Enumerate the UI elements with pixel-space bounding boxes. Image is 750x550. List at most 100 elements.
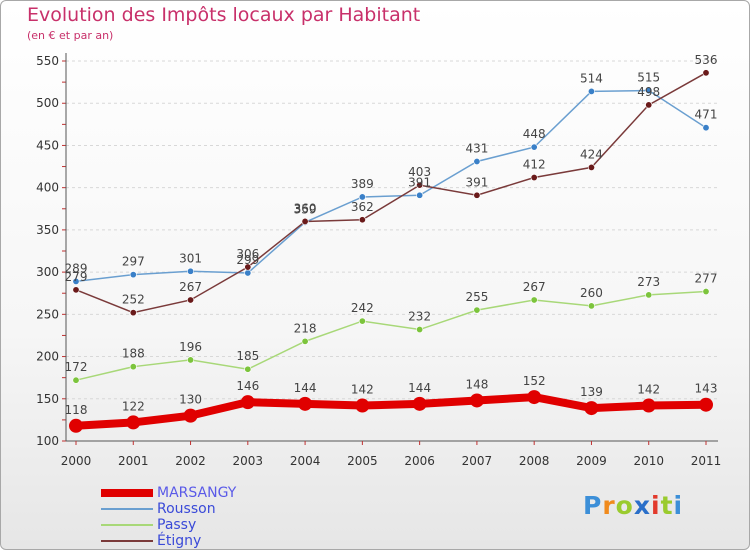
data-point-marsangy bbox=[240, 395, 255, 410]
series-line-tigny bbox=[75, 72, 707, 314]
data-point-tigny bbox=[129, 309, 137, 317]
y-tick-label: 500 bbox=[36, 96, 59, 110]
data-label-tigny: 536 bbox=[695, 53, 718, 67]
data-point-passy bbox=[587, 302, 595, 310]
data-labels: 289 297 301 299 359 389 391 431 448 514 515 471 172 1… bbox=[65, 53, 718, 417]
data-point-rousson bbox=[416, 191, 424, 199]
data-label-marsangy: 144 bbox=[294, 381, 317, 395]
y-tick-label: 300 bbox=[36, 265, 59, 279]
data-label-tigny: 306 bbox=[236, 247, 259, 261]
data-point-rousson bbox=[72, 277, 80, 285]
data-point-rousson bbox=[473, 157, 481, 165]
data-label-marsangy: 148 bbox=[465, 377, 488, 391]
data-point-marsangy bbox=[183, 408, 198, 423]
data-label-marsangy: 118 bbox=[65, 403, 88, 417]
data-point-marsangy bbox=[126, 415, 141, 430]
data-point-passy bbox=[473, 306, 481, 314]
x-tick-label: 2008 bbox=[519, 454, 550, 468]
data-label-rousson: 359 bbox=[294, 202, 317, 216]
data-point-marsangy bbox=[412, 396, 427, 411]
legend-label-passy: Passy bbox=[157, 517, 197, 533]
data-label-tigny: 267 bbox=[179, 280, 202, 294]
data-point-rousson bbox=[645, 87, 653, 95]
data-point-tigny bbox=[702, 69, 710, 77]
data-point-tigny bbox=[645, 101, 653, 109]
y-tick-label: 350 bbox=[36, 223, 59, 237]
data-label-rousson: 471 bbox=[695, 108, 718, 122]
logo-letter: i bbox=[651, 491, 661, 520]
data-point-passy bbox=[244, 365, 252, 373]
legend-item-rousson: Rousson bbox=[101, 501, 236, 517]
chart-title: Evolution des Impôts locaux par Habitant bbox=[27, 4, 421, 26]
x-tick-label: 2011 bbox=[691, 454, 722, 468]
data-label-rousson: 391 bbox=[408, 175, 431, 189]
data-point-tigny bbox=[587, 163, 595, 171]
data-label-rousson: 299 bbox=[236, 253, 259, 267]
y-tick-label: 400 bbox=[36, 181, 59, 195]
x-tick-label: 2004 bbox=[290, 454, 321, 468]
x-tick-label: 2000 bbox=[61, 454, 92, 468]
data-point-tigny bbox=[473, 191, 481, 199]
data-point-tigny bbox=[187, 296, 195, 304]
x-tick-label: 2002 bbox=[175, 454, 206, 468]
legend-item-passy: Passy bbox=[101, 517, 236, 533]
legend-label-etigny: Étigny bbox=[157, 533, 202, 549]
x-tick-label: 2001 bbox=[118, 454, 149, 468]
data-point-tigny bbox=[416, 181, 424, 189]
legend-swatch-passy bbox=[101, 524, 153, 526]
data-point-marsangy bbox=[69, 418, 83, 433]
data-point-marsangy bbox=[699, 397, 713, 412]
data-point-rousson bbox=[244, 269, 252, 277]
data-point-marsangy bbox=[355, 398, 370, 413]
data-point-passy bbox=[702, 288, 710, 296]
data-point-marsangy bbox=[641, 398, 656, 413]
data-label-tigny: 498 bbox=[637, 85, 660, 99]
data-label-passy: 242 bbox=[351, 301, 374, 315]
y-tick-label: 200 bbox=[36, 350, 59, 364]
data-point-marsangy bbox=[298, 396, 313, 411]
data-label-rousson: 514 bbox=[580, 71, 603, 85]
data-label-rousson: 515 bbox=[637, 71, 660, 85]
data-point-tigny bbox=[530, 174, 538, 182]
data-label-marsangy: 152 bbox=[523, 374, 546, 388]
data-point-passy bbox=[645, 291, 653, 299]
data-point-passy bbox=[129, 363, 137, 371]
data-point-passy bbox=[72, 376, 80, 384]
data-point-marsangy bbox=[584, 401, 599, 416]
logo-letter: r bbox=[602, 491, 616, 520]
data-point-marsangy bbox=[527, 390, 542, 405]
y-tick-label: 150 bbox=[36, 392, 59, 406]
data-point-rousson bbox=[358, 193, 366, 201]
data-label-passy: 277 bbox=[695, 272, 718, 286]
y-tick-label: 100 bbox=[36, 434, 59, 448]
data-label-marsangy: 142 bbox=[351, 383, 374, 397]
chart-subtitle: (en € et par an) bbox=[27, 29, 114, 42]
series-line-rousson bbox=[75, 89, 707, 283]
data-label-marsangy: 122 bbox=[122, 399, 145, 413]
data-label-tigny: 360 bbox=[294, 201, 317, 215]
legend-swatch-etigny bbox=[101, 540, 153, 542]
y-tick-label: 250 bbox=[36, 307, 59, 321]
data-label-passy: 232 bbox=[408, 310, 431, 324]
data-label-rousson: 448 bbox=[523, 127, 546, 141]
data-label-rousson: 389 bbox=[351, 177, 374, 191]
data-label-passy: 260 bbox=[580, 286, 603, 300]
x-tick-label: 2006 bbox=[404, 454, 435, 468]
data-label-marsangy: 139 bbox=[580, 385, 603, 399]
data-point-rousson bbox=[187, 267, 195, 275]
data-point-tigny bbox=[244, 263, 252, 271]
data-point-passy bbox=[301, 337, 309, 345]
data-point-rousson bbox=[530, 143, 538, 151]
data-point-passy bbox=[358, 317, 366, 325]
data-label-passy: 172 bbox=[65, 360, 88, 374]
y-tick-label: 550 bbox=[36, 54, 59, 68]
legend: MARSANGY Rousson Passy Étigny bbox=[101, 485, 236, 549]
legend-item-etigny: Étigny bbox=[101, 533, 236, 549]
data-label-passy: 273 bbox=[637, 275, 660, 289]
axes: 100 150 200 250 300 350 400 450 500 550 2000 2001 20… bbox=[36, 53, 721, 468]
data-label-marsangy: 142 bbox=[637, 383, 660, 397]
data-label-rousson: 289 bbox=[65, 261, 88, 275]
x-tick-label: 2005 bbox=[347, 454, 378, 468]
data-point-tigny bbox=[301, 217, 309, 225]
